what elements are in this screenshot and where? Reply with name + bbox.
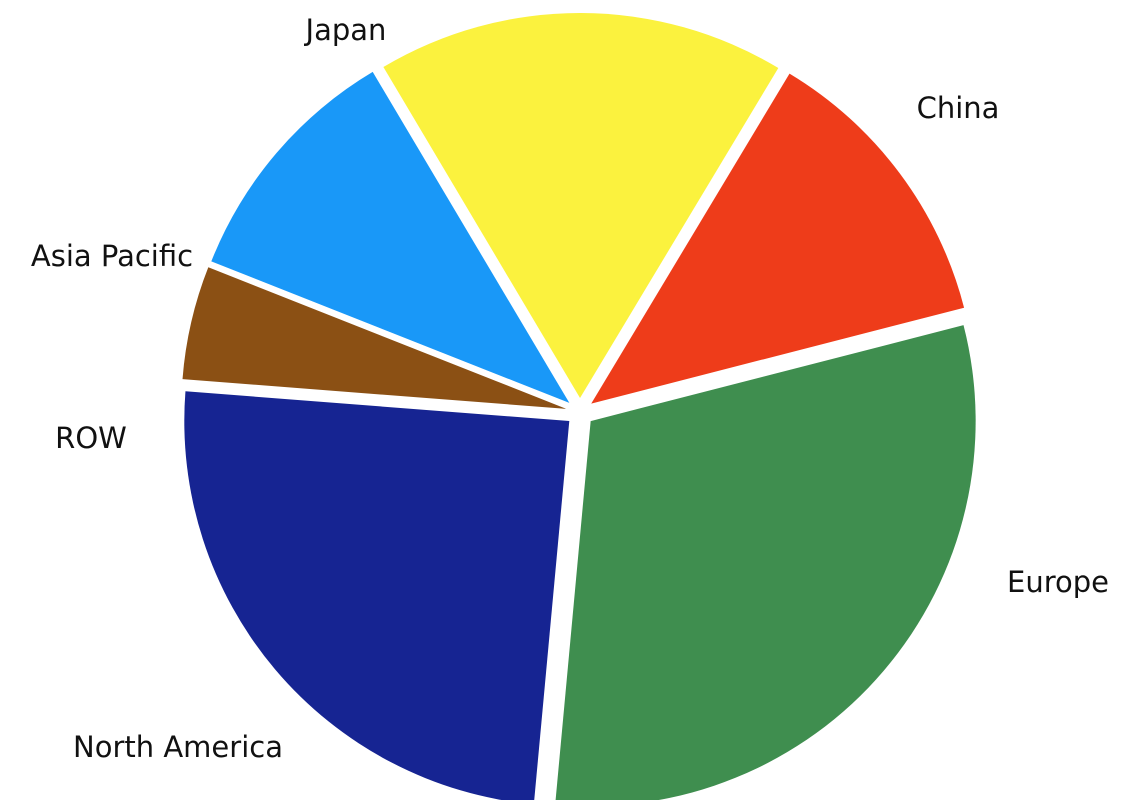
slice-label-europe: Europe [1007, 565, 1109, 599]
slice-label-china: China [917, 91, 1000, 125]
pie-slice-north-america [184, 391, 570, 800]
labels-layer: China Europe North America ROW Asia Pacific J… [31, 13, 1109, 764]
slice-label-asia-pacific: Asia Pacific [31, 239, 193, 273]
pie-slice-japan [383, 13, 779, 399]
slices-layer [182, 13, 976, 800]
pie-slice-china [591, 73, 965, 404]
pie-slice-asia-pacific [211, 71, 570, 403]
pie-slice-row [182, 267, 567, 409]
slice-label-north-america: North America [73, 730, 283, 764]
pie-slice-europe [555, 325, 976, 800]
slice-label-japan: Japan [304, 13, 387, 47]
slice-label-row: ROW [55, 421, 127, 455]
